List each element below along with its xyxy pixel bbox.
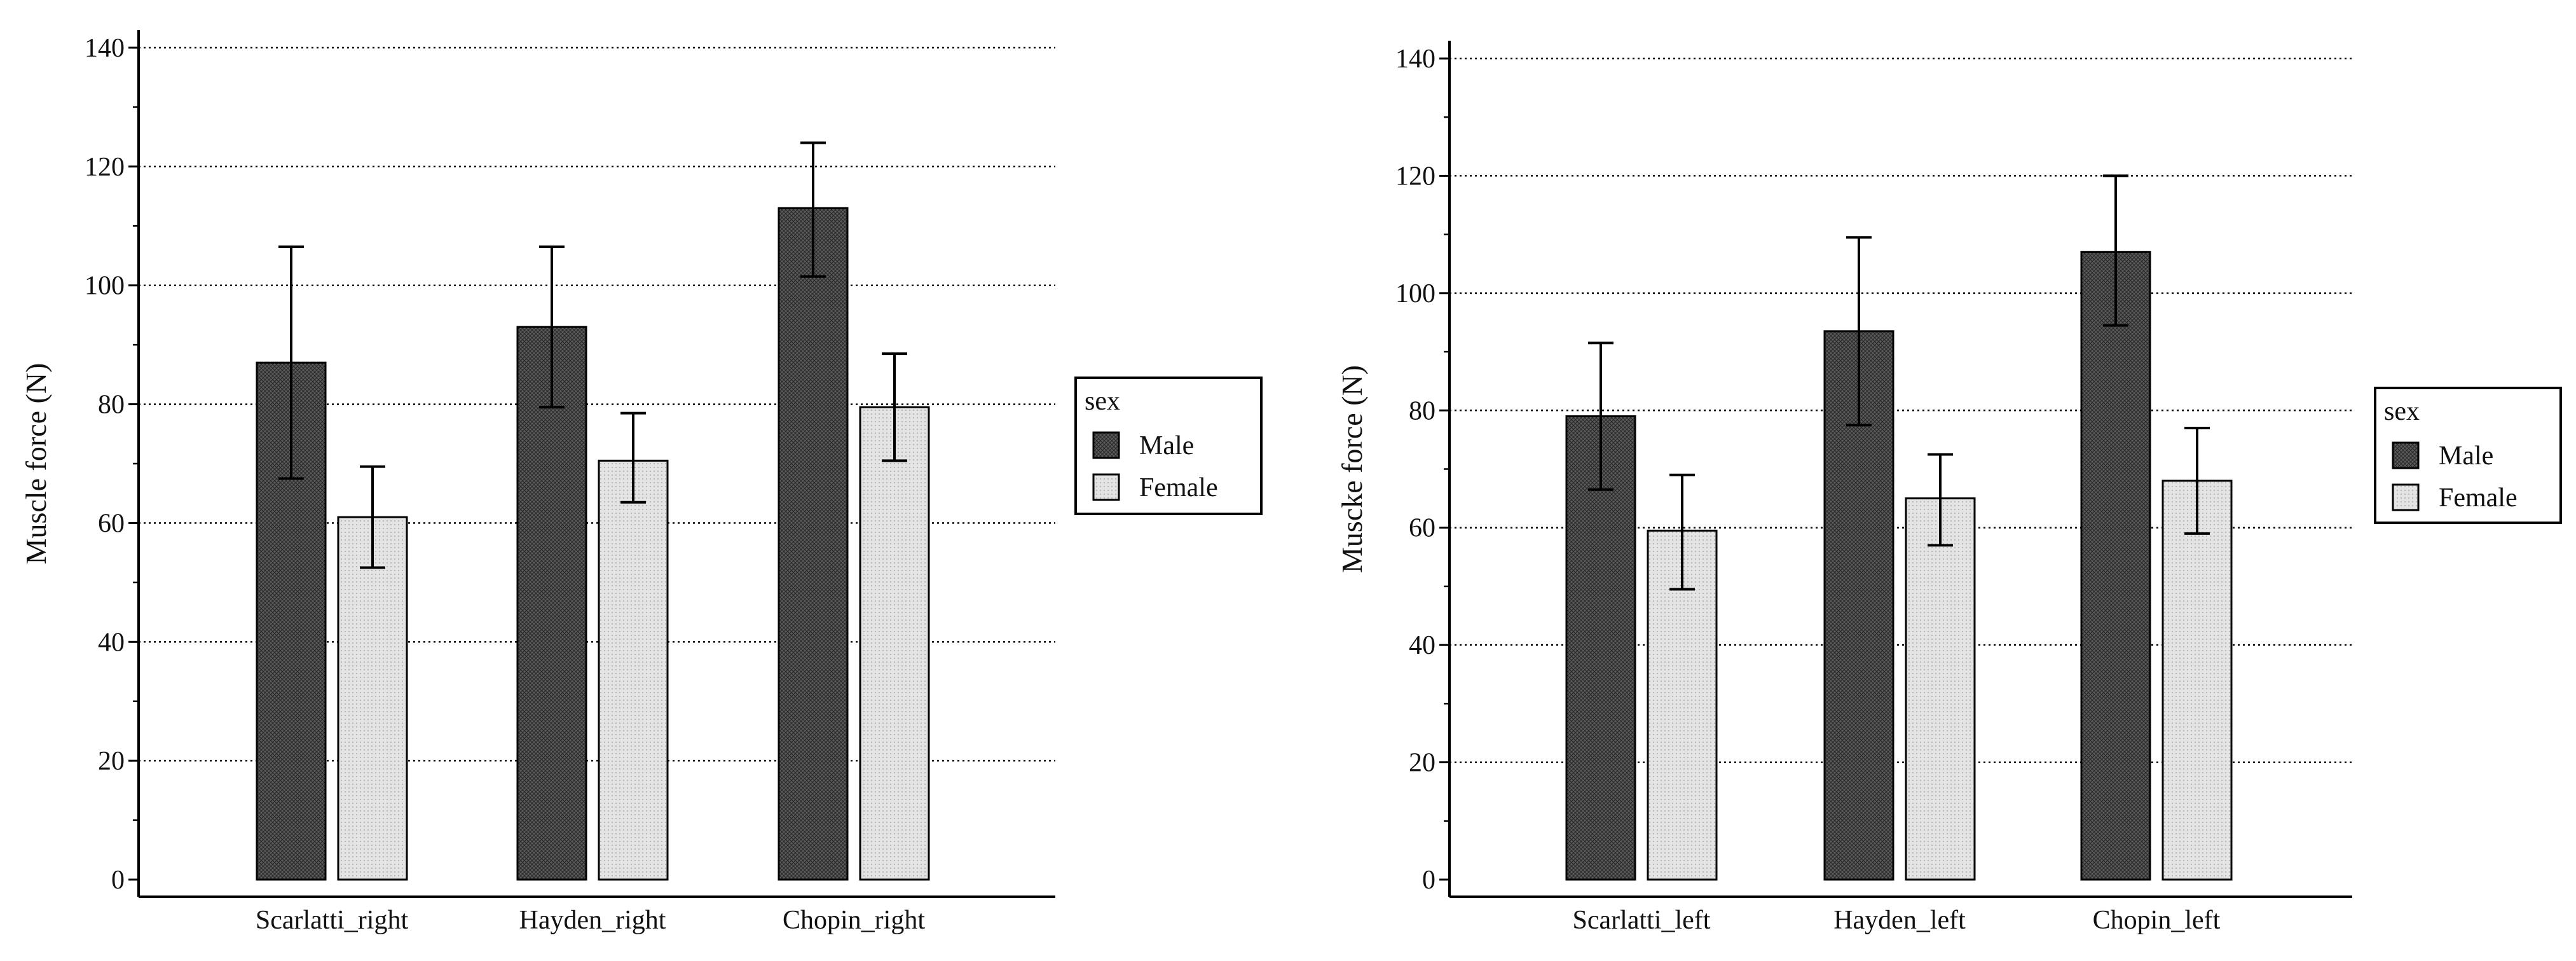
y-tick-label: 120: [1395, 162, 1435, 191]
y-tick-label: 20: [98, 747, 125, 776]
x-category-label: Scarlatti_right: [256, 906, 409, 935]
y-tick-label: 100: [1395, 279, 1435, 308]
legend-swatch-female: [1092, 473, 1120, 501]
legend-label-male: Male: [1139, 431, 1194, 460]
bar-male: [778, 207, 849, 881]
y-tick-label: 140: [85, 34, 125, 63]
legend-title: sex: [1085, 387, 1120, 416]
legend-title: sex: [2384, 397, 2420, 426]
y-tick-label: 0: [1422, 866, 1435, 895]
bar-male: [2080, 251, 2151, 881]
legend-swatch-male: [2392, 441, 2420, 469]
bar-male: [516, 326, 587, 881]
y-tick-label: 140: [1395, 45, 1435, 74]
y-tick-label: 100: [85, 272, 125, 301]
bar-female: [337, 516, 408, 881]
y-tick-label: 20: [1409, 749, 1435, 778]
y-tick-label: 80: [98, 391, 125, 420]
bar-female: [598, 459, 669, 881]
bar-female: [1905, 497, 1976, 881]
x-category-label: Hayden_left: [1833, 906, 1966, 935]
x-category-label: Scarlatti_left: [1573, 906, 1711, 935]
x-category-label: Chopin_left: [2093, 906, 2221, 935]
y-axis-label: Muscke force (N): [1336, 365, 1368, 573]
legend-label-female: Female: [2439, 483, 2518, 513]
legend-swatch-male: [1092, 431, 1120, 459]
y-tick-label: 60: [1409, 514, 1435, 543]
y-tick-label: 120: [85, 153, 125, 182]
x-category-label: Chopin_right: [783, 906, 925, 935]
bar-female: [2162, 480, 2233, 881]
y-tick-label: 40: [98, 628, 125, 657]
y-axis-label: Muscle force (N): [20, 363, 52, 565]
legend-swatch-female: [2392, 483, 2420, 511]
x-category-label: Hayden_right: [519, 906, 666, 935]
legend-label-female: Female: [1139, 473, 1218, 502]
y-tick-label: 60: [98, 509, 125, 538]
legend-label-male: Male: [2439, 441, 2493, 471]
y-tick-label: 80: [1409, 396, 1435, 425]
bar-female: [859, 406, 930, 881]
y-tick-label: 40: [1409, 631, 1435, 660]
y-tick-label: 0: [111, 866, 125, 895]
